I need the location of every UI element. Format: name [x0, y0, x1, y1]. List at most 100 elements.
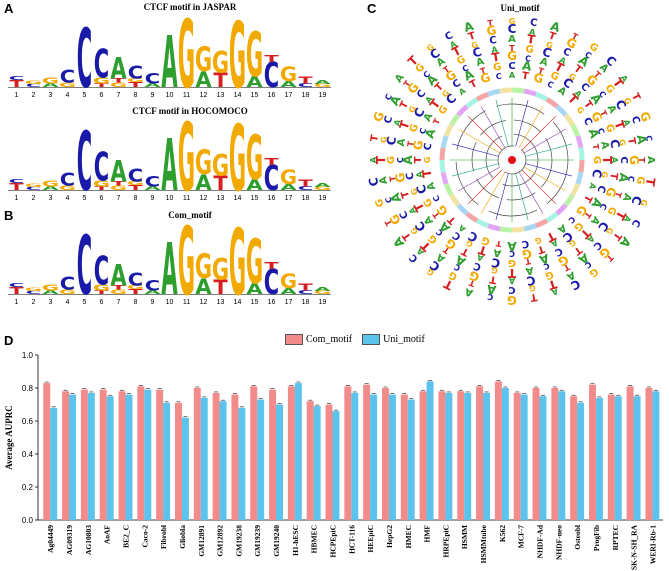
cluster-ring-segment: [439, 147, 446, 161]
com-position-label: 7: [117, 299, 121, 306]
cluster-ring-segment: [575, 171, 584, 185]
x-tick-label: AoAF: [103, 525, 112, 545]
bar-com-motif: [626, 386, 634, 520]
radial-motif-letter: A: [538, 56, 549, 69]
radial-motif-letter: G: [440, 88, 451, 99]
hocomoco-letter-C: C: [298, 185, 313, 191]
bar-com-motif: [513, 392, 521, 520]
radial-motif-letter: T: [413, 156, 424, 163]
radial-motif-letter: A: [448, 39, 458, 50]
radial-motif-letter: G: [470, 40, 479, 51]
cluster-ring-segment: [545, 211, 559, 223]
y-tick-label: 0.6: [22, 417, 34, 426]
bar-uni-motif: [520, 394, 528, 520]
jaspar-letter-G: G: [127, 77, 144, 83]
radial-motif-letter: T: [607, 172, 619, 181]
cluster-ring-segment: [555, 104, 568, 117]
com-letter-A: A: [280, 287, 297, 296]
radial-motif-letter: T: [570, 31, 579, 42]
radial-motif-letter: T: [431, 117, 442, 126]
dendrogram-leaf: [467, 115, 503, 151]
radial-motif-letter: G: [532, 70, 546, 86]
radial-motif-letter: G: [423, 157, 432, 164]
jaspar-letter-A: A: [161, 22, 177, 103]
radial-motif-letter: T: [592, 70, 603, 81]
hocomoco-letter-T: T: [264, 156, 279, 167]
com-letter-C: C: [26, 290, 41, 295]
legend-uni-label: Uni_motif: [383, 334, 425, 345]
jaspar-letter-T: T: [128, 80, 143, 88]
radial-motif-letter: T: [487, 18, 494, 28]
cluster-ring-segment: [535, 91, 549, 102]
hocomoco-letter-G: G: [246, 123, 263, 194]
com-position-label: 5: [83, 299, 87, 306]
radial-motif-letter: G: [408, 123, 421, 134]
jaspar-letter-T: T: [298, 74, 313, 85]
hocomoco-position-label: 13: [217, 195, 225, 202]
radial-motif-letter: A: [619, 73, 630, 84]
cluster-ring-segment: [575, 135, 584, 149]
radial-motif-letter: C: [629, 194, 645, 207]
radial-motif-letter: G: [638, 198, 649, 207]
radial-motif-letter: C: [508, 61, 515, 72]
radial-motif-letter: A: [457, 86, 468, 97]
bar-uni-motif: [426, 381, 434, 520]
com-letter-C: C: [60, 273, 75, 294]
radial-motif-letter: T: [600, 156, 614, 165]
jaspar-letter-C: C: [298, 82, 313, 88]
bar-com-motif: [62, 391, 70, 520]
com-position-label: 14: [234, 299, 242, 306]
radial-motif-letter: G: [528, 283, 536, 293]
cluster-ring-segment: [449, 113, 461, 127]
bar-com-motif: [231, 394, 239, 520]
radial-motif-letter: A: [587, 182, 598, 191]
hocomoco-letter-T: T: [9, 181, 24, 192]
com-position-label: 16: [268, 299, 276, 306]
hocomoco-position-label: 12: [200, 195, 208, 202]
cluster-ring-segment: [465, 211, 479, 223]
radial-motif-letter: T: [547, 31, 557, 44]
radial-motif-letter: A: [475, 56, 486, 69]
radial-motif-letter: G: [425, 266, 436, 277]
radial-motif-letter: T: [460, 245, 471, 258]
jaspar-position-label: 6: [100, 92, 104, 99]
com-position-label: 17: [285, 299, 293, 306]
bar-uni-motif: [106, 396, 114, 520]
auprc-bar-chart: 0.0 0.2 0.4 0.6 0.8 1.0 Average AUPRC Ag04449 AG…: [4, 351, 663, 570]
radial-motif-letter: C: [418, 127, 428, 135]
com-letter-C: C: [9, 282, 24, 288]
radial-motif-letter: T: [431, 210, 442, 220]
radial-motif-letter: A: [415, 170, 425, 178]
radial-motif-letter: T: [581, 193, 594, 204]
radial-motif-letter: A: [528, 27, 536, 37]
radial-motif-letter: A: [634, 134, 649, 146]
jaspar-position-label: 4: [66, 92, 70, 99]
radial-motif-letter: A: [401, 155, 415, 165]
radial-motif-letter: A: [645, 156, 656, 164]
x-tick-label: ProgFib: [592, 525, 601, 551]
radial-motif-letter: G: [591, 156, 602, 164]
com-letter-C: C: [298, 289, 313, 295]
jaspar-letter-G: G: [110, 82, 127, 89]
radial-motif-letter: C: [414, 183, 430, 196]
hocomoco-position-label: 6: [100, 195, 104, 202]
com-letter-G: G: [93, 283, 110, 292]
radial-motif-letter: G: [492, 62, 502, 74]
radial-motif-letter: G: [567, 72, 578, 83]
com-letter-C: C: [77, 219, 92, 310]
cluster-ring-segment: [440, 171, 449, 185]
dendrogram-leaf: [525, 143, 572, 157]
y-axis-label: Average AUPRC: [4, 405, 14, 470]
radial-motif-letter: C: [583, 50, 593, 61]
radial-motif-letter: T: [468, 78, 479, 91]
dendrogram-leaf: [495, 100, 509, 147]
x-tick-label: NHDF-neo: [554, 525, 563, 560]
x-tick-label: GM19240: [272, 525, 281, 557]
hocomoco-letter-A: A: [314, 183, 331, 189]
legend-com-swatch: [285, 334, 303, 345]
bar-uni-motif: [558, 391, 566, 520]
com-letter-G: G: [59, 289, 76, 296]
radial-motif-letter: G: [467, 268, 481, 284]
